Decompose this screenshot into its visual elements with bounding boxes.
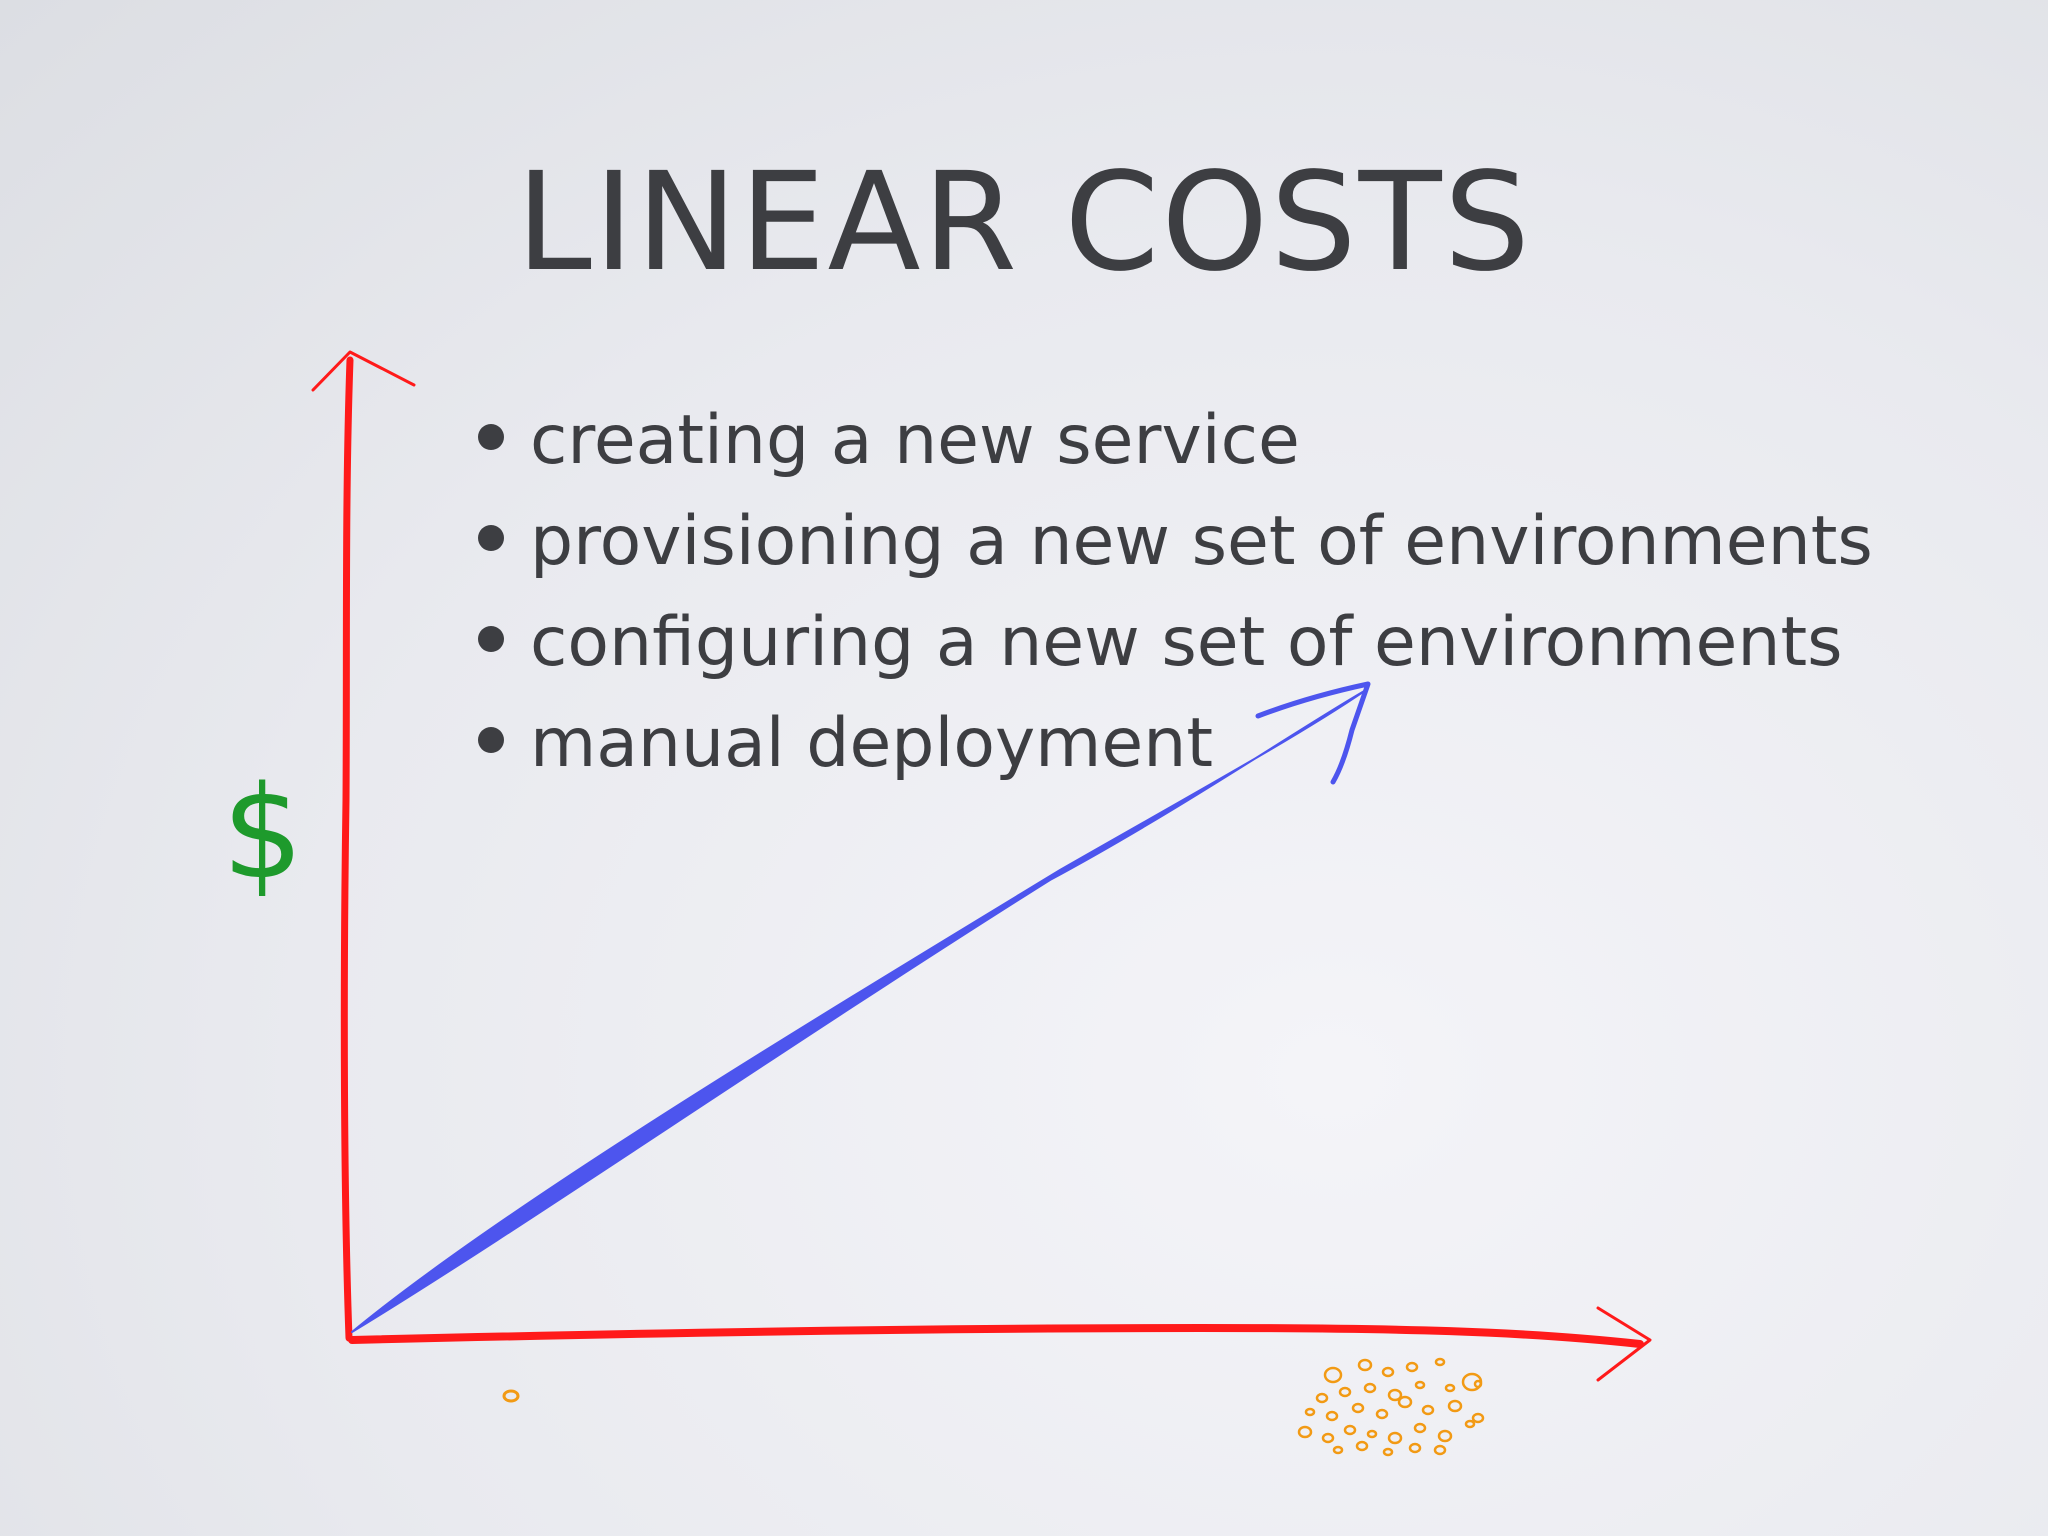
x-end-circle [1297, 1425, 1313, 1439]
x-end-circle [1325, 1410, 1339, 1422]
x-end-circle [1315, 1392, 1329, 1404]
bullet-dot [478, 626, 504, 652]
x-end-circle [1473, 1379, 1483, 1389]
x-end-circle [1437, 1429, 1453, 1443]
x-end-label [1297, 1357, 1485, 1457]
x-end-circle [1338, 1386, 1352, 1398]
bullet-dot [478, 525, 504, 551]
x-end-circle [1366, 1429, 1378, 1439]
bullet-text: configuring a new set of environments [530, 603, 1843, 682]
x-end-circle [1304, 1407, 1316, 1417]
bullet-item: manual deployment [470, 693, 1873, 794]
x-end-circle [1323, 1366, 1343, 1384]
x-end-circle [1464, 1419, 1476, 1429]
bullet-item: configuring a new set of environments [470, 592, 1873, 693]
x-axis [348, 1306, 1652, 1382]
x-end-circle [1447, 1399, 1463, 1413]
x-end-circle [1413, 1422, 1427, 1434]
x-end-circle [1433, 1444, 1447, 1456]
x-end-circle [1363, 1382, 1377, 1394]
x-end-circle [1387, 1388, 1403, 1402]
x-end-circle [1408, 1442, 1422, 1454]
bullet-dot [478, 727, 504, 753]
x-end-circle [1375, 1408, 1389, 1420]
x-end-circle [1414, 1380, 1426, 1390]
x-end-circle [1434, 1357, 1446, 1367]
bullet-item: provisioning a new set of environments [470, 491, 1873, 592]
x-end-circle [1387, 1431, 1403, 1445]
x-end-circle [1444, 1383, 1456, 1393]
x-end-circle [1351, 1402, 1365, 1414]
x-end-circle [1332, 1445, 1344, 1455]
y-axis-label: $ [222, 759, 304, 908]
x-end-circle [1343, 1424, 1357, 1436]
x-end-circle [1421, 1404, 1435, 1416]
x-end-circle [1471, 1412, 1485, 1424]
bullet-text: provisioning a new set of environments [530, 502, 1873, 581]
y-axis [311, 350, 416, 1342]
bullet-text: manual deployment [530, 704, 1214, 783]
x-end-circle [1355, 1440, 1369, 1452]
x-end-circle [1381, 1366, 1395, 1378]
series-arrowhead [1255, 681, 1371, 785]
slide-title: LINEAR COSTS [515, 144, 1533, 302]
x-end-circle [1321, 1432, 1335, 1444]
x-start-label [502, 1389, 520, 1403]
x-end-circle [1357, 1358, 1373, 1372]
x-end-circle [1405, 1361, 1419, 1373]
bullet-text: creating a new service [530, 401, 1300, 480]
bullet-dot [478, 424, 504, 450]
bullet-list: creating a new service provisioning a ne… [470, 390, 1873, 794]
x-end-circle [1382, 1447, 1394, 1457]
bullet-item: creating a new service [470, 390, 1873, 491]
x-end-circle [1397, 1395, 1413, 1409]
